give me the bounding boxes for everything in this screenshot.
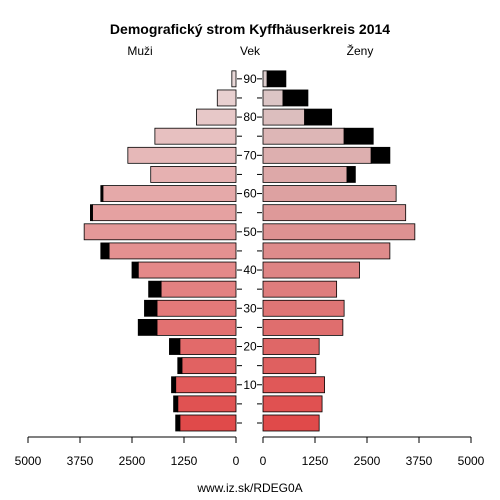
male-bar-70-74	[127, 146, 237, 164]
age-tick-label: 80	[243, 110, 257, 124]
male-bar-90+	[231, 70, 237, 88]
age-tick-label: 70	[243, 148, 257, 162]
female-bar-10-14	[262, 376, 325, 394]
footer-url[interactable]: www.iz.sk/RDEG0A	[196, 481, 302, 495]
male-bar-55-59	[92, 204, 237, 222]
male-bar-40-44	[137, 261, 237, 279]
female-bar-5-9	[262, 395, 323, 413]
female-surplus-65-69	[346, 166, 356, 183]
x-tick-label-right: 1250	[302, 454, 329, 468]
center-label: Vek	[240, 44, 261, 58]
male-surplus-5-9	[173, 395, 179, 413]
female-bar-80-84	[262, 108, 305, 126]
x-tick-label-left: 1250	[171, 454, 198, 468]
age-tick-label: 40	[243, 263, 257, 277]
male-bar-10-14	[175, 376, 237, 394]
x-tick-label-left: 5000	[15, 454, 42, 468]
female-surplus-75-79	[343, 127, 374, 145]
female-bar-60-64	[262, 185, 397, 202]
male-bar-35-39	[160, 280, 237, 298]
x-tick-label-left: 3750	[67, 454, 94, 468]
male-surplus-30-34	[144, 299, 158, 317]
male-bar-65-69	[150, 166, 237, 183]
female-bar-30-34	[262, 299, 345, 317]
male-bar-75-79	[154, 127, 237, 145]
female-bar-55-59	[262, 204, 407, 222]
male-bar-80-84	[196, 108, 237, 126]
male-surplus-15-19	[177, 357, 183, 375]
x-tick-label-right: 3750	[406, 454, 433, 468]
left-label: Muži	[127, 44, 152, 58]
male-bar-15-19	[181, 357, 237, 375]
right-label: Ženy	[347, 43, 374, 58]
male-surplus-40-44	[131, 261, 139, 279]
female-surplus-80-84	[304, 108, 333, 126]
age-tick-label: 90	[243, 72, 257, 86]
male-surplus-45-49	[100, 242, 110, 260]
age-tick-label: 10	[243, 378, 257, 392]
male-bar-0-4	[179, 414, 237, 432]
female-bar-90+	[262, 70, 268, 88]
x-tick-label-right: 5000	[458, 454, 485, 468]
female-bar-85-89	[262, 89, 284, 107]
male-bar-30-34	[156, 299, 237, 317]
age-tick-label: 30	[243, 301, 257, 315]
male-bar-50-54	[83, 223, 237, 241]
bars-group	[83, 70, 416, 432]
age-tick-label: 20	[243, 340, 257, 354]
female-bar-25-29	[262, 318, 344, 336]
male-surplus-0-4	[175, 414, 181, 432]
female-bar-75-79	[262, 127, 345, 145]
female-bar-20-24	[262, 338, 320, 355]
male-surplus-20-24	[169, 338, 181, 355]
male-bar-45-49	[108, 242, 237, 260]
male-surplus-25-29	[137, 318, 158, 336]
female-bar-0-4	[262, 414, 320, 432]
female-bar-15-19	[262, 357, 317, 375]
female-bar-40-44	[262, 261, 360, 279]
x-tick-label-right: 0	[260, 454, 267, 468]
female-surplus-85-89	[282, 89, 309, 107]
chart-title: Demografický strom Kyffhäuserkreis 2014	[110, 21, 390, 37]
male-bar-25-29	[156, 318, 237, 336]
female-bar-50-54	[262, 223, 416, 241]
male-bar-60-64	[102, 185, 237, 202]
x-tick-label-left: 2500	[119, 454, 146, 468]
male-bar-20-24	[179, 338, 237, 355]
male-surplus-35-39	[148, 280, 162, 298]
x-tick-label-right: 2500	[354, 454, 381, 468]
male-surplus-10-14	[171, 376, 177, 394]
male-bar-5-9	[177, 395, 237, 413]
male-bar-85-89	[216, 89, 237, 107]
female-surplus-70-74	[370, 146, 391, 164]
male-surplus-55-59	[90, 204, 93, 222]
age-tick-label: 60	[243, 187, 257, 201]
x-tick-label-left: 0	[233, 454, 240, 468]
female-surplus-90+	[266, 70, 287, 88]
female-bar-65-69	[262, 166, 348, 183]
female-bar-45-49	[262, 242, 391, 260]
female-bar-35-39	[262, 280, 338, 298]
female-bar-70-74	[262, 146, 372, 164]
age-tick-label: 50	[243, 225, 257, 239]
male-surplus-60-64	[100, 185, 104, 202]
axes-group: 10 20 30 40 50 60 70 80 90 5000 3750 2500 1250 0 0 1250…	[15, 72, 485, 468]
